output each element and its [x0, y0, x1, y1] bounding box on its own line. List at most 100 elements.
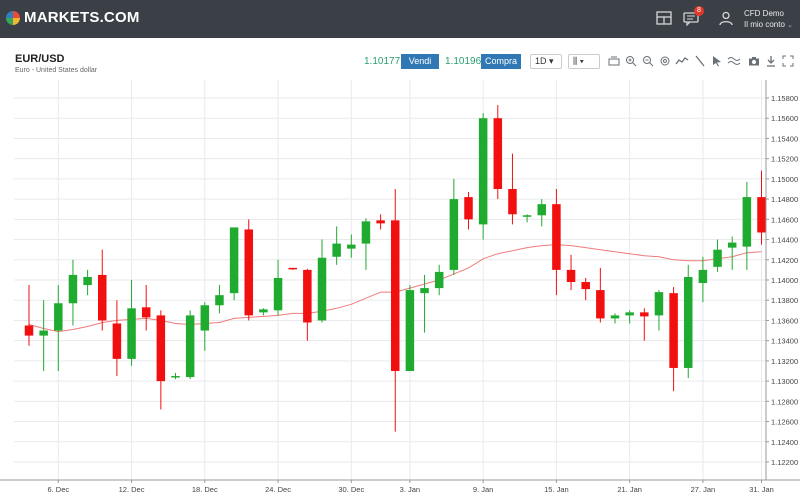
candle[interactable]: [654, 290, 664, 331]
candle[interactable]: [347, 234, 356, 258]
candle[interactable]: [493, 105, 503, 200]
candle[interactable]: [581, 277, 590, 301]
candle[interactable]: [522, 214, 532, 223]
layout-grid-icon[interactable]: [655, 10, 673, 26]
brand-logo[interactable]: MARKETS.COM: [6, 9, 140, 26]
y-tick-label: 1.13600: [771, 316, 798, 325]
candle[interactable]: [141, 285, 151, 331]
messages-icon[interactable]: [682, 10, 700, 26]
candle[interactable]: [39, 300, 48, 371]
candle[interactable]: [54, 285, 63, 371]
candle[interactable]: [361, 218, 371, 270]
indicator-icon[interactable]: [675, 55, 689, 67]
fullscreen-icon[interactable]: [782, 55, 794, 67]
y-tick-label: 1.14000: [771, 276, 798, 285]
candle[interactable]: [127, 280, 136, 366]
notification-count-badge: 8: [694, 6, 704, 16]
candle[interactable]: [434, 264, 444, 296]
candle[interactable]: [303, 268, 312, 341]
candle[interactable]: [332, 226, 341, 265]
candle[interactable]: [625, 310, 634, 324]
candle[interactable]: [405, 285, 415, 371]
candle[interactable]: [478, 113, 488, 240]
candle[interactable]: [273, 259, 283, 316]
candle[interactable]: [640, 308, 649, 341]
candle-body: [127, 308, 136, 359]
candle[interactable]: [68, 259, 78, 326]
candle[interactable]: [610, 313, 620, 324]
timeframe-select[interactable]: 1D ▾: [530, 54, 562, 69]
candle[interactable]: [200, 302, 210, 351]
candle[interactable]: [449, 178, 459, 275]
candle-body: [39, 330, 48, 336]
candle[interactable]: [742, 181, 752, 270]
candles: [24, 105, 766, 432]
candle[interactable]: [698, 256, 708, 303]
candle[interactable]: [185, 310, 195, 380]
settings-icon[interactable]: [659, 55, 671, 67]
candle-body: [24, 325, 34, 336]
candle-body: [273, 277, 283, 311]
candle[interactable]: [156, 310, 166, 410]
candle[interactable]: [24, 285, 34, 346]
y-tick-label: 1.14200: [771, 256, 798, 265]
candle[interactable]: [684, 264, 693, 379]
candle-body: [684, 276, 693, 368]
candle[interactable]: [83, 269, 92, 296]
candle[interactable]: [508, 153, 517, 225]
compare-icon[interactable]: [727, 55, 741, 67]
candle-body: [303, 269, 312, 323]
candle[interactable]: [317, 239, 327, 323]
y-tick-label: 1.13200: [771, 357, 798, 366]
candle[interactable]: [669, 287, 678, 392]
candle-body: [493, 118, 503, 189]
candle[interactable]: [259, 308, 268, 316]
account-menu[interactable]: CFD Demo Il mio conto ⌄: [744, 8, 793, 31]
candle-body: [391, 220, 400, 371]
candle[interactable]: [464, 192, 473, 230]
y-tick-label: 1.12200: [771, 458, 798, 467]
candle[interactable]: [171, 373, 180, 380]
chart-type-select[interactable]: ⫼ ▾: [568, 54, 600, 69]
camera-icon[interactable]: [748, 55, 760, 67]
buy-button[interactable]: Compra: [481, 54, 521, 69]
candle[interactable]: [112, 300, 122, 377]
candle[interactable]: [391, 189, 400, 432]
candle[interactable]: [713, 239, 722, 272]
candle[interactable]: [552, 189, 561, 296]
download-icon[interactable]: [765, 55, 777, 67]
chart-toolbar: EUR/USD Euro - United States dollar 1.10…: [0, 48, 800, 78]
y-tick-label: 1.13000: [771, 377, 798, 386]
x-tick-label: 12. Dec: [119, 485, 145, 494]
candle[interactable]: [727, 236, 737, 270]
candle-body: [434, 271, 444, 289]
x-tick-label: 24. Dec: [265, 485, 291, 494]
candle[interactable]: [376, 214, 385, 230]
candle[interactable]: [98, 249, 107, 331]
draw-line-icon[interactable]: [694, 55, 706, 67]
candle-body: [288, 267, 297, 270]
candle[interactable]: [566, 254, 576, 291]
bar-type-icon[interactable]: [608, 55, 620, 67]
sell-price: 1.10177: [364, 56, 401, 67]
zoom-out-icon[interactable]: [642, 55, 654, 67]
candle[interactable]: [537, 199, 547, 227]
zoom-in-icon[interactable]: [625, 55, 637, 67]
candle-body: [698, 269, 708, 284]
cursor-icon[interactable]: [711, 55, 723, 67]
user-avatar-icon[interactable]: [717, 10, 735, 26]
candle[interactable]: [420, 274, 429, 333]
candle[interactable]: [596, 267, 605, 323]
candle[interactable]: [215, 285, 224, 314]
caret-down-icon: ▾: [549, 56, 554, 66]
account-type-label: CFD Demo: [744, 9, 785, 18]
candle[interactable]: [757, 170, 766, 245]
sell-button[interactable]: Vendi: [401, 54, 439, 69]
candle[interactable]: [244, 219, 254, 321]
candle-body: [347, 244, 356, 249]
candle[interactable]: [229, 227, 239, 301]
y-tick-label: 1.12800: [771, 397, 798, 406]
candle[interactable]: [288, 267, 297, 270]
y-tick-label: 1.15200: [771, 155, 798, 164]
price-chart[interactable]: 1.15800 1.15600 1.15400 1.15200 1.15000 1.148…: [0, 80, 800, 496]
